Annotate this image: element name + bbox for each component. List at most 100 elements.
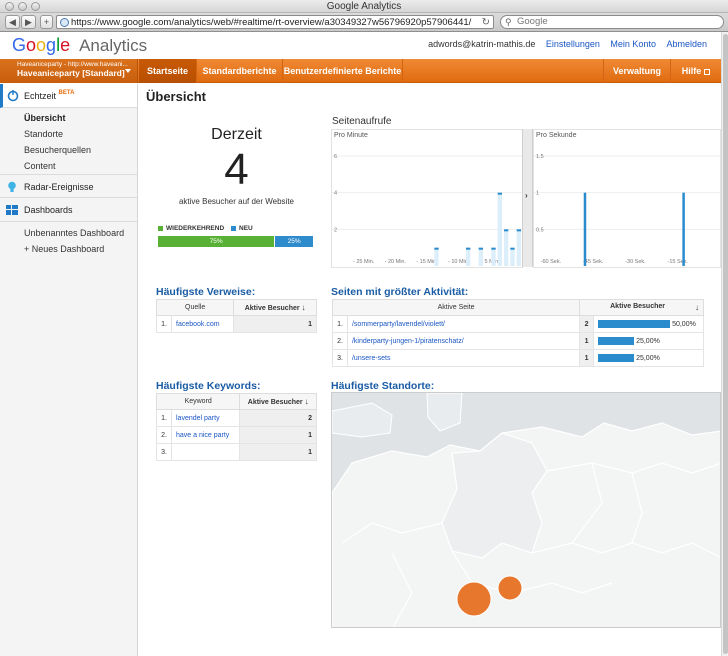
percent-value: 25,00% bbox=[636, 354, 660, 362]
column-header-aktive-besucher[interactable]: Aktive Besucher ↓ bbox=[233, 299, 317, 316]
legend-new: NEU bbox=[231, 225, 253, 232]
sidebar-echtzeit-label: Echtzeit bbox=[24, 91, 57, 101]
sidebar-item-content[interactable]: Content bbox=[24, 161, 56, 171]
zoom-window-button[interactable] bbox=[31, 2, 40, 11]
search-icon: ⚲ bbox=[505, 17, 512, 27]
bar bbox=[583, 192, 587, 266]
bar bbox=[497, 192, 502, 195]
column-header-aktive-besucher[interactable]: Aktive Besucher ↓ bbox=[239, 393, 317, 410]
row-number: 2. bbox=[332, 332, 348, 350]
percent-bar bbox=[598, 354, 635, 362]
sidebar-item-dashboards[interactable]: Dashboards bbox=[0, 198, 137, 222]
row-number: 1. bbox=[156, 315, 172, 333]
y-tick-label: 1 bbox=[536, 191, 539, 197]
sidebar-item-echtzeit[interactable]: Echtzeit BETA bbox=[0, 84, 137, 108]
keyword-link[interactable]: have a nice party bbox=[170, 426, 241, 444]
minimize-window-button[interactable] bbox=[18, 2, 27, 11]
page-link[interactable]: /sommerparty/lavendel/violett/ bbox=[346, 315, 581, 333]
help-label: Hilfe bbox=[681, 66, 702, 76]
chart-divider[interactable]: › bbox=[522, 129, 533, 267]
account-url: Haveaniceparty - http://www.haveani... bbox=[17, 61, 128, 68]
sidebar: Echtzeit BETA Übersicht Standorte Besuch… bbox=[0, 84, 138, 656]
page-link[interactable]: /unsere-sets bbox=[346, 349, 581, 367]
logo-letter: o bbox=[36, 35, 47, 55]
back-button[interactable]: ◀ bbox=[5, 15, 20, 29]
account-selector[interactable]: Haveaniceparty - http://www.haveani... H… bbox=[0, 59, 138, 83]
x-tick-label: -45 Sek. bbox=[583, 259, 604, 265]
globe-icon bbox=[60, 18, 69, 27]
bar-background bbox=[497, 192, 502, 266]
row-value: 1 bbox=[579, 349, 595, 367]
dashboard-grid-icon bbox=[6, 205, 18, 215]
scrollbar-thumb[interactable] bbox=[723, 34, 728, 654]
sort-arrow-icon: ↓ bbox=[695, 303, 699, 312]
per-minute-plot: 6 4 2 - 25 Min. - 20 Min. - 15 Min. - 10 Min. -… bbox=[332, 154, 522, 266]
keyword-link[interactable]: lavendel party bbox=[170, 409, 241, 427]
sidebar-item-neues-dashboard[interactable]: + Neues Dashboard bbox=[24, 244, 105, 254]
returning-segment: 75% bbox=[158, 236, 275, 247]
y-tick-label: 0.5 bbox=[536, 227, 544, 233]
sidebar-item-radar[interactable]: Radar-Ereignisse bbox=[0, 174, 137, 198]
legend-swatch bbox=[231, 225, 236, 231]
column-header-quelle[interactable]: Quelle bbox=[155, 299, 235, 316]
x-tick-label: - 5 Min. bbox=[481, 259, 500, 265]
logo-letter: o bbox=[26, 35, 37, 55]
account-profile: Haveaniceparty [Standard] bbox=[17, 68, 125, 78]
my-account-link[interactable]: Mein Konto bbox=[610, 39, 656, 49]
table-row: 3. /unsere-sets 1 25,00% bbox=[332, 349, 704, 367]
bar-background bbox=[510, 247, 515, 266]
tab-verwaltung[interactable]: Verwaltung bbox=[603, 59, 671, 83]
keyword-link[interactable] bbox=[170, 443, 241, 461]
google-analytics-logo[interactable]: Google Analytics bbox=[12, 34, 147, 57]
sidebar-item-standorte[interactable]: Standorte bbox=[24, 129, 64, 139]
realtime-icon bbox=[7, 90, 19, 102]
help-link[interactable]: Hilfe bbox=[671, 59, 721, 83]
chevron-right-icon: › bbox=[525, 191, 528, 200]
x-tick-label: -60 Sek. bbox=[541, 259, 562, 265]
settings-link[interactable]: Einstellungen bbox=[545, 39, 600, 49]
tab-startseite[interactable]: Startseite bbox=[139, 59, 197, 83]
locations-title: Häufigste Standorte: bbox=[331, 380, 435, 392]
referrals-title: Häufigste Verweise: bbox=[156, 286, 256, 298]
bar-background bbox=[478, 247, 483, 266]
bar bbox=[682, 192, 685, 266]
bar bbox=[491, 247, 496, 250]
address-bar[interactable]: https://www.google.com/analytics/web/#re… bbox=[56, 15, 494, 29]
logo-letter: e bbox=[60, 35, 71, 55]
user-email: adwords@katrin-mathis.de bbox=[428, 39, 536, 49]
new-segment: 25% bbox=[275, 236, 313, 247]
location-marker[interactable] bbox=[456, 581, 492, 617]
sidebar-item-uebersicht[interactable]: Übersicht bbox=[24, 113, 66, 123]
tab-standardberichte[interactable]: Standardberichte bbox=[197, 59, 283, 83]
page-title: Übersicht bbox=[146, 89, 206, 104]
column-header-keyword[interactable]: Keyword bbox=[155, 393, 241, 410]
x-tick-label: - 20 Min. bbox=[385, 259, 407, 265]
column-header-aktive-seite[interactable]: Aktive Seite bbox=[331, 299, 581, 316]
reload-icon[interactable]: ↻ bbox=[481, 17, 490, 28]
row-number: 1. bbox=[332, 315, 348, 333]
sidebar-item-unbenanntes-dashboard[interactable]: Unbenanntes Dashboard bbox=[24, 228, 125, 238]
logout-link[interactable]: Abmelden bbox=[666, 39, 707, 49]
percent-bar bbox=[598, 337, 635, 345]
search-field[interactable]: ⚲ Google bbox=[500, 15, 724, 29]
locations-map[interactable] bbox=[331, 392, 721, 628]
bar bbox=[516, 229, 521, 232]
sidebar-radar-label: Radar-Ereignisse bbox=[24, 182, 94, 192]
add-bookmark-button[interactable]: + bbox=[40, 15, 53, 29]
column-header-aktive-besucher[interactable]: Aktive Besucher ↓ bbox=[579, 299, 704, 316]
page-scrollbar[interactable] bbox=[721, 32, 728, 656]
sidebar-dashboards-label: Dashboards bbox=[24, 205, 73, 215]
referral-source-link[interactable]: facebook.com bbox=[170, 315, 235, 333]
sidebar-item-besucherquellen[interactable]: Besucherquellen bbox=[24, 145, 92, 155]
forward-button[interactable]: ▶ bbox=[21, 15, 36, 29]
table-row: 1. facebook.com 1 bbox=[156, 315, 317, 333]
x-tick-label: - 15 Min. bbox=[416, 259, 438, 265]
page-link[interactable]: /kinderparty-jungen-1/piratenschatz/ bbox=[346, 332, 581, 350]
logo-letter: g bbox=[46, 35, 57, 55]
bar bbox=[510, 247, 515, 250]
location-marker[interactable] bbox=[497, 575, 523, 601]
close-window-button[interactable] bbox=[5, 2, 14, 11]
referrals-table: Quelle Aktive Besucher ↓ 1. facebook.com… bbox=[155, 299, 317, 333]
legend-returning-label: WIEDERKEHREND bbox=[166, 225, 225, 232]
tab-benutzerdefinierte-berichte[interactable]: Benutzerdefinierte Berichte bbox=[283, 59, 403, 83]
